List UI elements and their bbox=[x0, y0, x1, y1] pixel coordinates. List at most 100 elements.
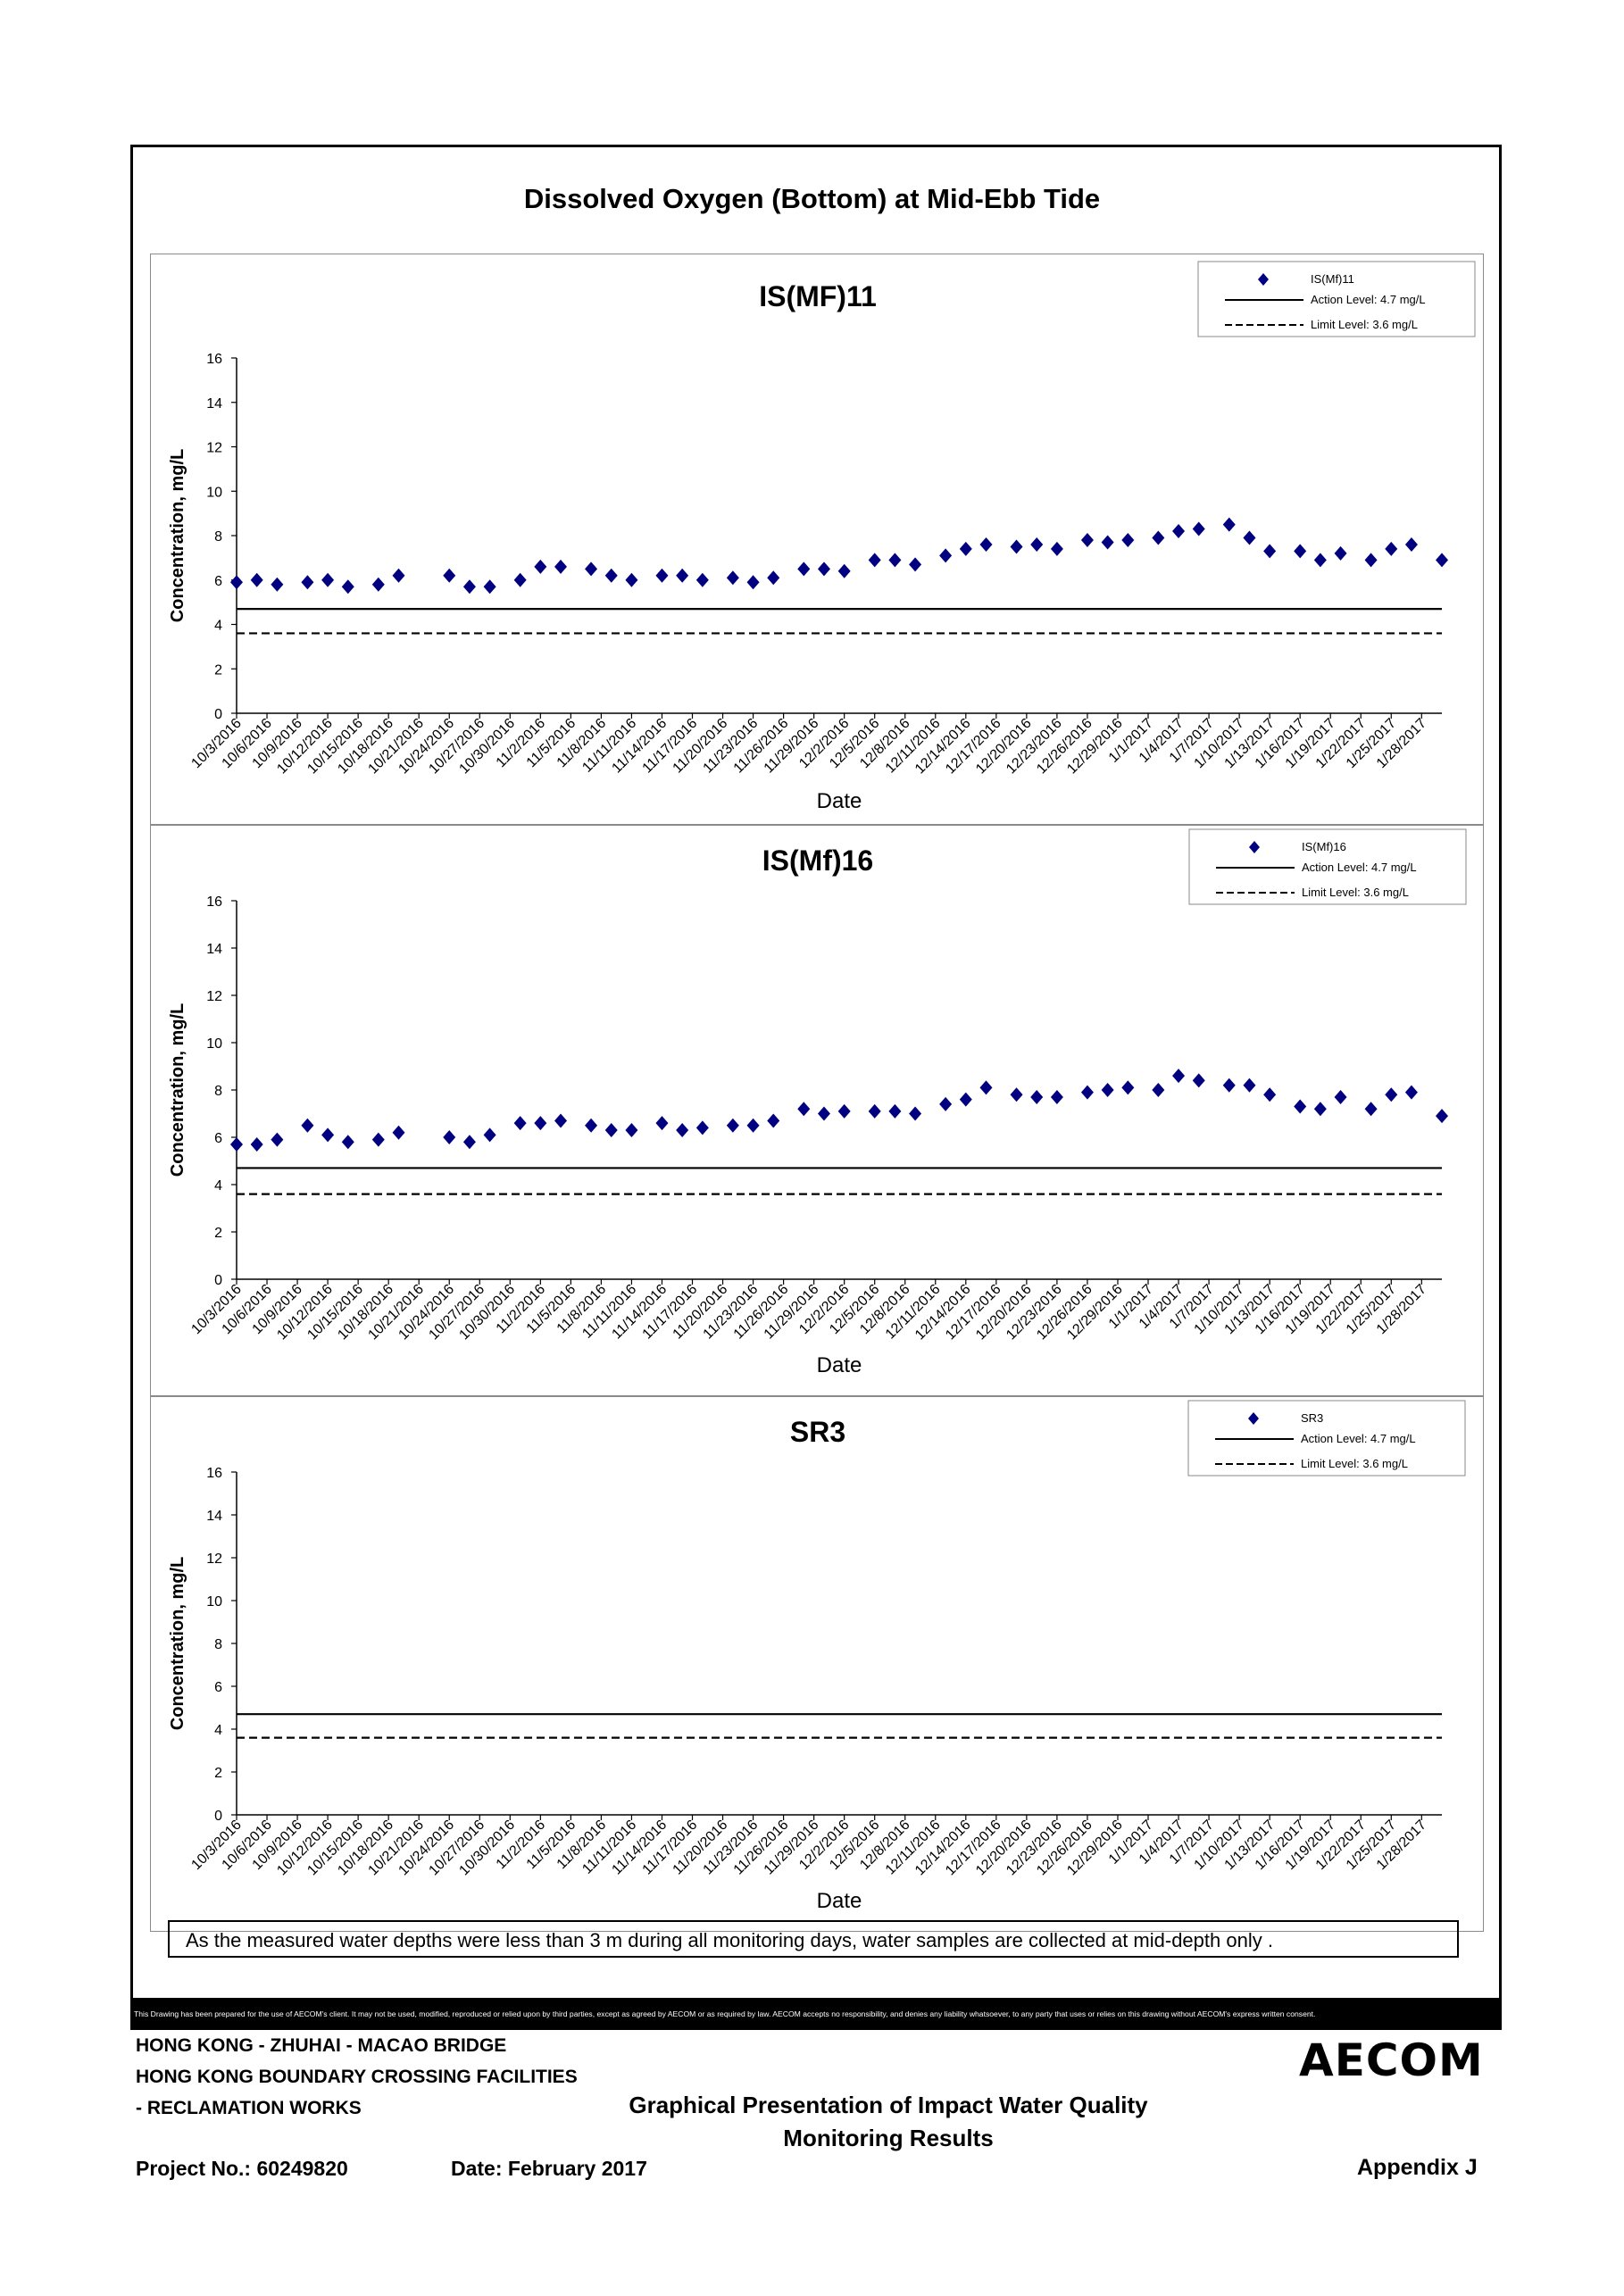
data-point bbox=[462, 579, 476, 595]
y-tick-label: 14 bbox=[206, 1509, 222, 1524]
main-title: Dissolved Oxygen (Bottom) at Mid-Ebb Tid… bbox=[523, 183, 1101, 214]
legend-limit-label: Limit Level: 3.6 mg/L bbox=[1302, 886, 1409, 899]
chart-panel-is-mf-16: IS(Mf)16 0 2 4 6 8 10 12 14 16 Concentration, mg/L… bbox=[150, 825, 1484, 1396]
data-point bbox=[1334, 1089, 1347, 1104]
data-point bbox=[655, 1116, 669, 1131]
data-point bbox=[341, 579, 354, 595]
data-point bbox=[888, 1103, 902, 1119]
data-point bbox=[1313, 553, 1327, 568]
data-point bbox=[1121, 1080, 1135, 1095]
legend-marker bbox=[1258, 273, 1269, 286]
y-tick-label: 2 bbox=[214, 1226, 222, 1241]
data-point bbox=[1101, 535, 1114, 550]
data-point bbox=[1101, 1083, 1114, 1097]
data-point bbox=[1222, 517, 1236, 532]
data-point bbox=[797, 1102, 811, 1117]
y-tick-label: 0 bbox=[214, 1809, 222, 1824]
x-axis-label: Date bbox=[817, 1353, 862, 1377]
data-point bbox=[1050, 541, 1063, 556]
data-point bbox=[1222, 1077, 1236, 1093]
x-axis-label: Date bbox=[817, 1889, 862, 1913]
y-axis-label: Concentration, mg/L bbox=[168, 1557, 187, 1730]
chart-title: IS(MF)11 bbox=[759, 280, 877, 312]
data-point bbox=[979, 537, 993, 552]
data-point bbox=[837, 563, 851, 578]
data-point bbox=[625, 572, 638, 587]
data-point bbox=[1050, 1089, 1063, 1104]
data-point bbox=[1263, 544, 1277, 559]
data-point bbox=[817, 1106, 830, 1121]
legend-limit-label: Limit Level: 3.6 mg/L bbox=[1301, 1457, 1408, 1470]
data-point bbox=[1436, 1109, 1448, 1124]
data-point bbox=[1152, 530, 1165, 545]
data-point bbox=[676, 1123, 689, 1138]
sampling-note: As the measured water depths were less t… bbox=[168, 1920, 1459, 1958]
data-point bbox=[939, 1096, 953, 1111]
y-tick-label: 6 bbox=[214, 574, 222, 589]
x-axis-label: Date bbox=[817, 789, 862, 813]
y-tick-label: 14 bbox=[206, 942, 222, 957]
legend-action-label: Action Level: 4.7 mg/L bbox=[1301, 1432, 1416, 1445]
y-tick-label: 0 bbox=[214, 1273, 222, 1288]
legend-action-label: Action Level: 4.7 mg/L bbox=[1311, 293, 1426, 306]
data-point bbox=[1294, 544, 1307, 559]
y-tick-label: 0 bbox=[214, 707, 222, 722]
data-point bbox=[746, 575, 760, 590]
data-point bbox=[695, 1120, 709, 1136]
data-point bbox=[625, 1123, 638, 1138]
data-point bbox=[554, 559, 568, 574]
data-point bbox=[1436, 553, 1448, 568]
y-tick-label: 14 bbox=[206, 396, 222, 412]
legend-marker bbox=[1248, 1412, 1259, 1425]
project-line-2: HONG KONG BOUNDARY CROSSING FACILITIES bbox=[136, 2067, 578, 2087]
legend-box bbox=[1197, 261, 1476, 337]
data-point bbox=[1243, 530, 1256, 545]
data-point bbox=[1334, 545, 1347, 561]
data-point bbox=[483, 1127, 496, 1143]
legend-series-label: SR3 bbox=[1301, 1411, 1323, 1425]
data-point bbox=[1121, 532, 1135, 547]
data-point bbox=[534, 559, 547, 574]
y-tick-label: 10 bbox=[206, 485, 222, 500]
data-point bbox=[1152, 1083, 1165, 1097]
y-tick-label: 10 bbox=[206, 1036, 222, 1052]
data-point bbox=[1364, 553, 1378, 568]
data-point bbox=[817, 562, 830, 577]
data-point bbox=[767, 570, 780, 586]
y-tick-label: 4 bbox=[214, 619, 222, 634]
data-point bbox=[655, 568, 669, 583]
y-tick-label: 4 bbox=[214, 1178, 222, 1194]
data-point bbox=[1080, 1085, 1094, 1100]
data-point bbox=[1404, 537, 1418, 552]
data-point bbox=[746, 1118, 760, 1133]
y-axis-label: Concentration, mg/L bbox=[168, 1003, 187, 1177]
data-point bbox=[230, 1136, 243, 1152]
project-line-3: - RECLAMATION WORKS bbox=[136, 2098, 362, 2118]
data-point bbox=[585, 562, 598, 577]
data-point bbox=[1404, 1085, 1418, 1100]
y-tick-label: 2 bbox=[214, 1766, 222, 1781]
data-point bbox=[726, 570, 739, 586]
project-number: Project No.: 60249820 bbox=[136, 2157, 348, 2180]
data-point bbox=[534, 1116, 547, 1131]
data-point bbox=[676, 568, 689, 583]
data-point bbox=[1010, 1087, 1023, 1102]
data-point bbox=[909, 1106, 922, 1121]
y-tick-label: 12 bbox=[206, 1551, 222, 1567]
data-point bbox=[959, 1092, 972, 1107]
chart-title: IS(Mf)16 bbox=[762, 844, 873, 877]
data-point bbox=[1192, 1073, 1205, 1088]
data-point bbox=[1080, 532, 1094, 547]
data-point bbox=[1030, 537, 1044, 552]
y-tick-label: 4 bbox=[214, 1723, 222, 1738]
legend-series-label: IS(Mf)16 bbox=[1302, 840, 1346, 853]
data-point bbox=[604, 1123, 618, 1138]
project-line-1: HONG KONG - ZHUHAI - MACAO BRIDGE bbox=[136, 2035, 507, 2056]
y-tick-label: 6 bbox=[214, 1131, 222, 1146]
legend-action-label: Action Level: 4.7 mg/L bbox=[1302, 861, 1417, 874]
data-point bbox=[321, 1127, 335, 1143]
data-point bbox=[443, 568, 456, 583]
data-point bbox=[392, 568, 405, 583]
chart-is-mf-16: IS(Mf)16 0 2 4 6 8 10 12 14 16 Concentration, mg/L… bbox=[168, 828, 1467, 1377]
